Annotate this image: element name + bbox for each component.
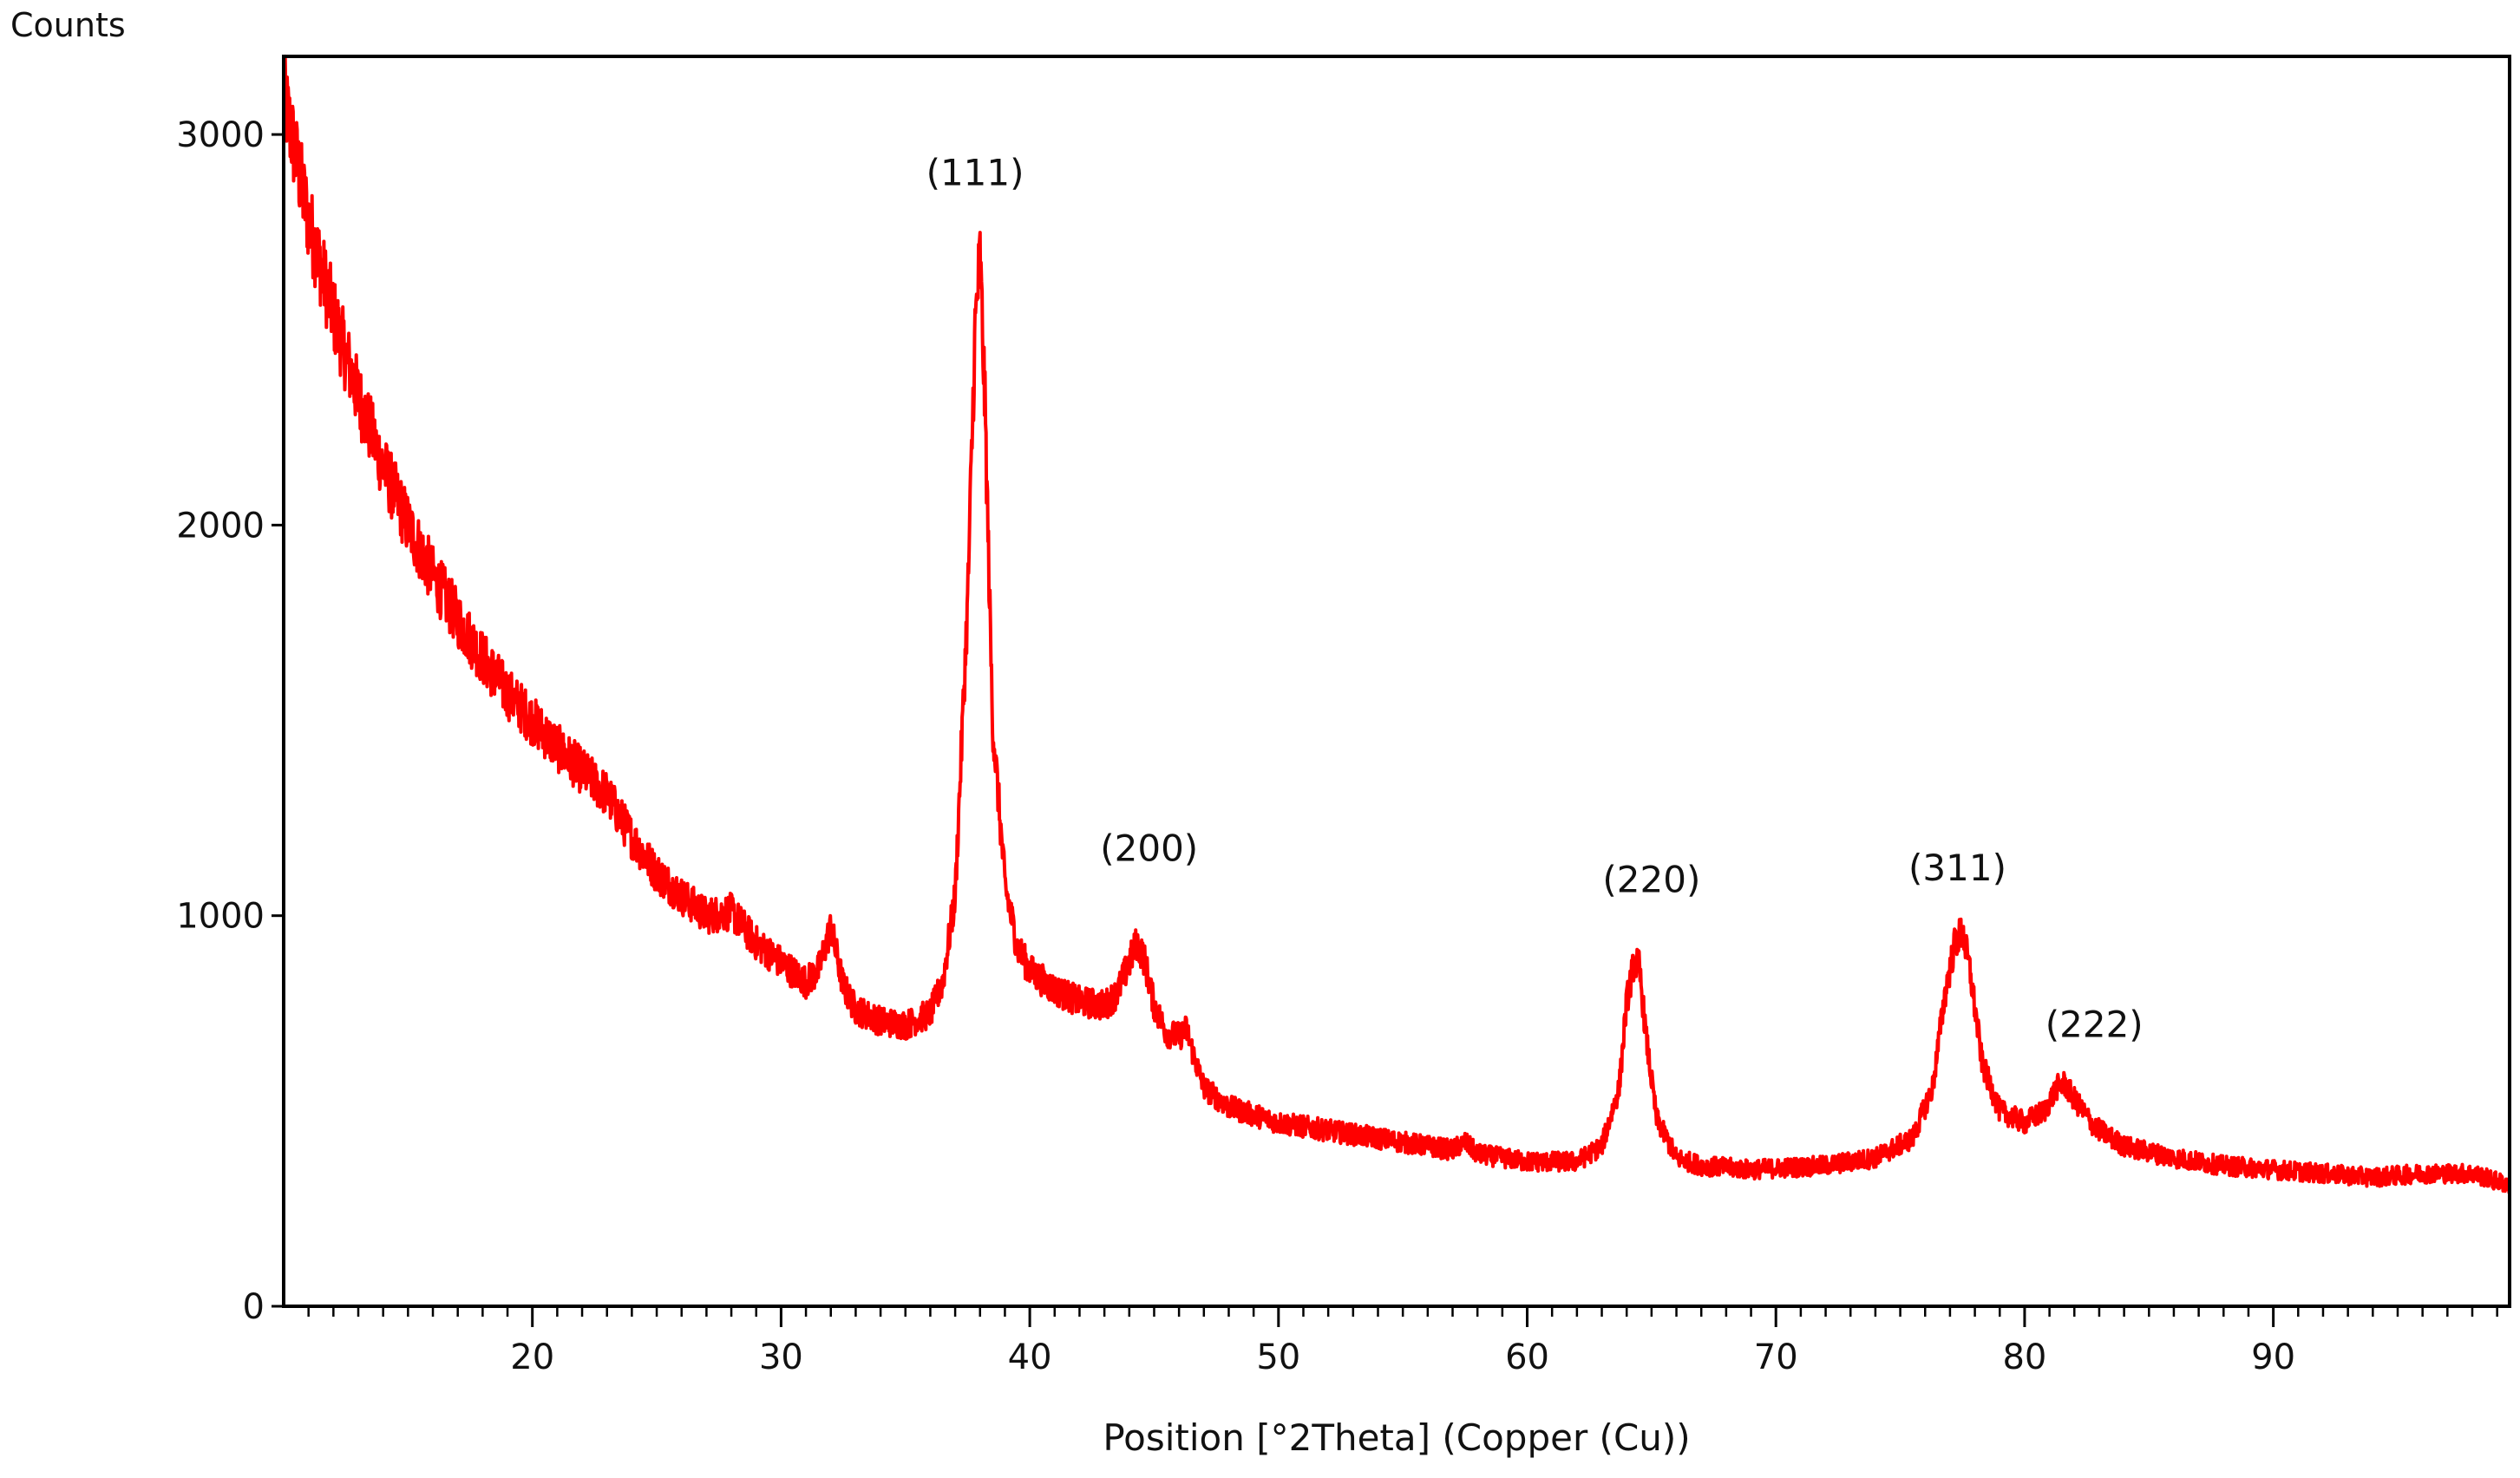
y-tick-label: 0 <box>243 1287 265 1327</box>
series-layer <box>282 54 2511 1194</box>
y-tick-label: 2000 <box>176 506 265 546</box>
y-axis-title: Counts <box>10 6 126 44</box>
x-tick-label: 80 <box>2002 1337 2046 1377</box>
peak-label: (222) <box>2045 1003 2144 1045</box>
x-tick-label: 20 <box>510 1337 554 1377</box>
peak-label: (220) <box>1602 859 1700 901</box>
x-axis-title: Position [°2Theta] (Copper (Cu)) <box>1103 1416 1690 1459</box>
peak-label: (311) <box>1908 847 2006 889</box>
x-tick-label: 70 <box>1754 1337 1798 1377</box>
x-tick-label: 30 <box>759 1337 803 1377</box>
x-tick-label: 50 <box>1256 1337 1300 1377</box>
peak-label: (111) <box>926 152 1024 194</box>
x-tick-label: 40 <box>1008 1337 1052 1377</box>
peak-label: (200) <box>1100 827 1198 870</box>
annotation-layer: (111) (200) (220) (311) (222) <box>926 152 2144 1046</box>
plot-frame <box>282 55 2511 1308</box>
y-tick-label: 1000 <box>176 897 265 937</box>
axes-layer: 0 1000 2000 3000 20 30 40 50 60 70 80 90 <box>176 115 2498 1377</box>
y-tick-label: 3000 <box>176 115 265 155</box>
x-tick-label: 60 <box>1505 1337 1549 1377</box>
series-line <box>282 54 2511 1194</box>
x-tick-label: 90 <box>2251 1337 2295 1377</box>
